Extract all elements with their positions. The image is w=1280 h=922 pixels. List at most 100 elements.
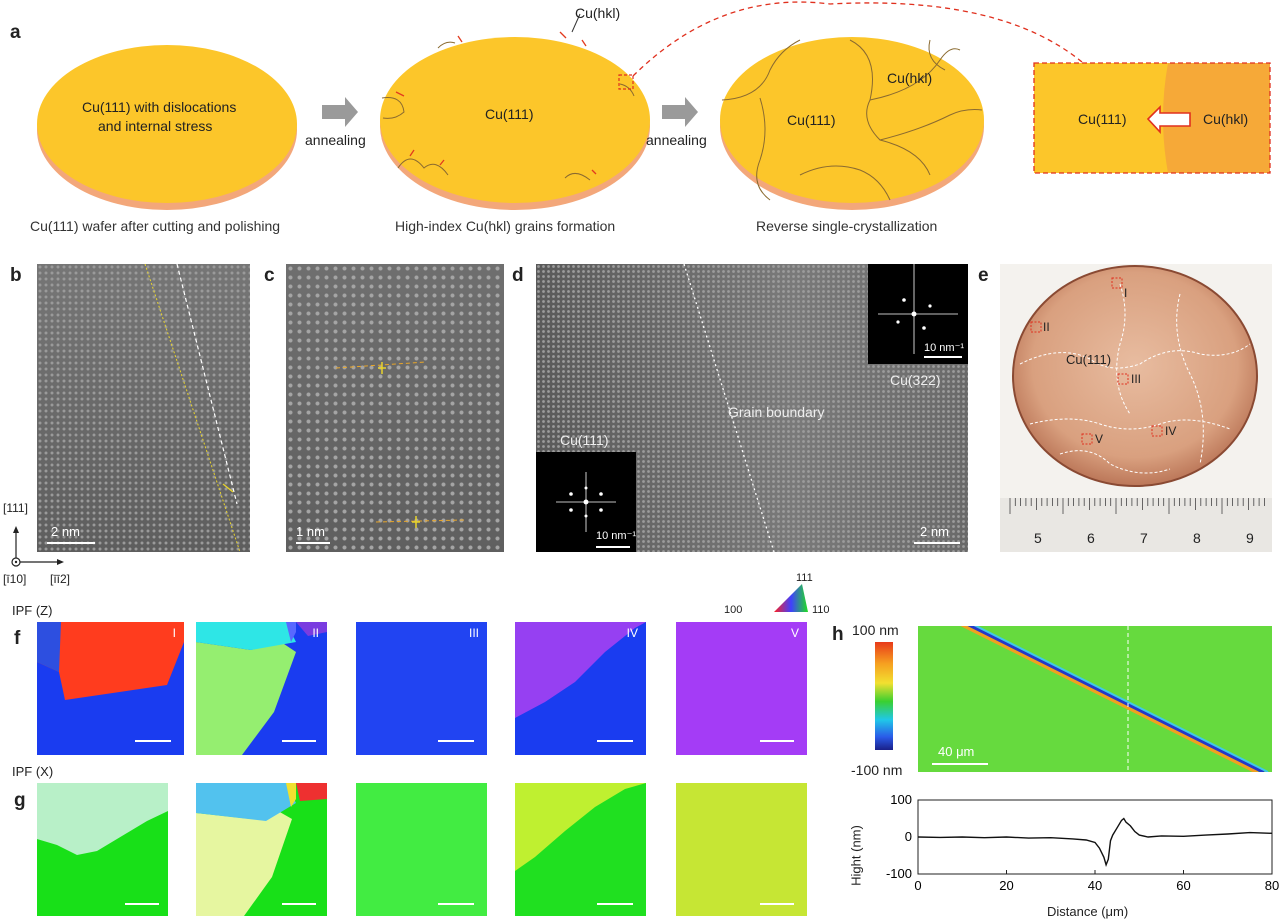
wafer-2 [380,13,650,210]
wafer-photo: Cu(111) I II III IV V 5 6 7 8 9 [1000,264,1272,552]
label-cu322-d: Cu(322) [890,372,941,388]
scale-bar-g1 [125,903,159,905]
fft-inset-right: 10 nm⁻¹ [868,264,968,364]
panel-label-a: a [10,22,21,43]
grain-boundary-label: Grain boundary [728,404,825,420]
y-tick-label: -100 [886,866,912,881]
chart-xlabel: Distance (μm) [1047,904,1129,919]
fft-scale-bar-right [924,356,962,358]
fft-scale-text-right: 10 nm⁻¹ [924,342,965,354]
x-tick-label: 80 [1265,878,1279,893]
ebsd-x-map-1 [37,783,168,916]
x-tick-label: 20 [999,878,1013,893]
ebsd-z-map-3: III [356,622,487,755]
x-tick-label: 0 [914,878,921,893]
axis-label-vertical: [111] [3,501,28,515]
caption-step-3: Reverse single-crystallization [756,218,938,234]
map-label-f1: I [172,626,176,640]
scale-bar-g5 [760,903,794,905]
ebsd-x-map-2 [196,783,327,916]
caption-step-1: Cu(111) wafer after cutting and polishin… [30,218,281,234]
fft-scale-text-left: 10 nm⁻¹ [596,530,637,542]
panel-label-g: g [14,790,26,811]
caption-step-2: High-index Cu(hkl) grains formation [395,218,616,234]
ipf-x-title: IPF (X) [12,764,54,779]
crystal-axes [11,526,64,567]
map-label-f3: III [468,626,479,640]
annealing-label-2: annealing [646,132,707,148]
scale-bar-f2 [282,740,316,742]
region-label-II: II [1043,320,1050,334]
wafer2-callout: Cu(hkl) [575,5,621,21]
panel-label-c: c [264,265,275,286]
scale-text-h: 40 μm [938,744,975,759]
fft-scale-bar-left [596,546,630,548]
ipf-key-right: 110 [812,604,830,616]
ruler-label-8: 8 [1193,530,1201,546]
region-label-III: III [1131,372,1142,386]
scale-bar-f3 [438,740,474,742]
region-label-I: I [1124,286,1128,300]
arrow-1 [322,97,358,127]
ebsd-x-map-5 [676,783,807,916]
region-label-V: V [1095,432,1104,446]
map-label-f2: II [312,626,319,640]
height-map: 40 μm [918,626,1272,772]
scale-text-b: 2 nm [51,524,80,539]
scale-bar-f1 [135,740,171,742]
ipf-key-top: 111 [796,572,813,584]
panel-label-d: d [512,265,524,286]
x-tick-label: 40 [1088,878,1102,893]
wafer3-label-hkl: Cu(hkl) [887,70,933,86]
ruler-label-5: 5 [1034,530,1042,546]
chart-ylabel: Hight (nm) [848,825,864,886]
scale-bar-c [296,542,330,544]
scale-bar-f4 [597,740,633,742]
wafer2-label: Cu(111) [485,106,534,122]
tem-image-c: 1 nm [286,264,504,552]
scale-bar-h [932,763,988,765]
profile-series-line [917,817,1273,867]
scale-text-d: 2 nm [920,524,949,539]
ebsd-x-map-4 [515,783,646,916]
colorbar-max-label: 100 nm [852,622,899,638]
panel-a-schematic [37,1,1271,210]
ebsd-z-map-1: I [37,622,184,755]
ipf-z-title: IPF (Z) [12,603,53,618]
inset-label-right: Cu(hkl) [1203,111,1249,127]
scale-bar-b [47,542,95,544]
tem-image-d: 10 nm⁻¹ 10 nm⁻¹ Cu(111) Cu(322) Grain bo… [536,264,968,552]
ebsd-z-map-4: IV [515,622,646,755]
wafer1-text-line1: Cu(111) with dislocations [82,99,237,115]
annealing-label-1: annealing [305,132,366,148]
axis-label-horizontal: [īī2] [50,572,71,586]
scale-text-c: 1 nm [296,524,325,539]
fft-inset-left: 10 nm⁻¹ [536,452,636,552]
arrow-2 [662,97,698,127]
ruler-label-9: 9 [1246,530,1254,546]
ruler-label-6: 6 [1087,530,1095,546]
y-tick-label: 0 [905,829,912,844]
label-cu111-d: Cu(111) [560,432,609,448]
colorbar-min-label: -100 nm [851,762,903,778]
ipf-color-key [774,584,808,612]
tem-image-b: 2 nm [37,264,250,552]
wafer-3 [720,37,984,210]
panel-label-b: b [10,265,22,286]
wafer1-text-line2: and internal stress [98,118,213,134]
wafer3-label-main: Cu(111) [787,112,836,128]
height-colorbar [875,642,893,750]
ebsd-z-map-5: V [676,622,807,755]
wafer-1 [37,45,297,210]
scale-bar-f5 [760,740,794,742]
scale-bar-g4 [597,903,633,905]
region-label-IV: IV [1165,424,1177,438]
map-label-f5: V [790,626,799,640]
x-tick-label: 60 [1176,878,1190,893]
scale-bar-g2 [282,903,316,905]
scale-bar-d [914,542,960,544]
ebsd-x-map-3 [356,783,487,916]
axis-label-origin: [ī10] [3,572,27,586]
ruler-label-7: 7 [1140,530,1148,546]
